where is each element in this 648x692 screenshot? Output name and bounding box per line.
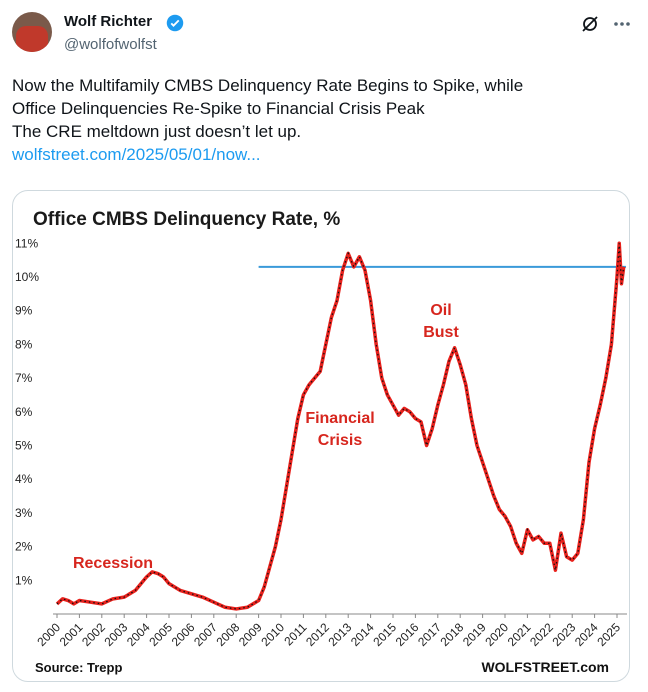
x-tick-label: 2000 xyxy=(34,620,63,649)
chart-title: Office CMBS Delinquency Rate, % xyxy=(33,209,340,230)
verified-badge xyxy=(166,14,184,32)
media-card[interactable]: Office CMBS Delinquency Rate, % 1% 2% 3% 4% 5… xyxy=(12,190,630,682)
y-tick-label: 7% xyxy=(15,371,33,385)
x-tick-label: 2004 xyxy=(124,620,153,649)
x-tick-label: 2021 xyxy=(505,620,534,649)
text-line: Office Delinquencies Re-Spike to Financi… xyxy=(12,99,425,118)
x-tick-label: 2016 xyxy=(393,620,422,649)
y-tick-label: 10% xyxy=(15,270,39,284)
x-tick-label: 2018 xyxy=(438,620,467,649)
x-tick-label: 2022 xyxy=(527,620,556,649)
annotation: Financial xyxy=(305,410,374,427)
x-tick-label: 2005 xyxy=(146,620,175,649)
annotation: Recession xyxy=(73,555,153,572)
author-name[interactable]: Wolf Richter xyxy=(64,13,153,30)
y-tick-label: 2% xyxy=(15,540,33,554)
text-line: The CRE meltdown just doesn’t let up. xyxy=(12,122,302,141)
x-tick-label: 2019 xyxy=(460,620,489,649)
x-tick-label: 2007 xyxy=(191,620,220,649)
y-tick-label: 3% xyxy=(15,506,33,520)
y-tick-label: 5% xyxy=(15,439,33,453)
y-tick-label: 8% xyxy=(15,337,33,351)
x-tick-label: 2006 xyxy=(169,620,198,649)
x-tick-label: 2023 xyxy=(550,620,579,649)
source: Source: Trepp xyxy=(35,660,122,675)
y-tick-label: 9% xyxy=(15,304,33,318)
avatar[interactable] xyxy=(12,12,52,52)
x-tick-label: 2015 xyxy=(370,620,399,649)
link[interactable]: wolfstreet.com/2025/05/01/now... xyxy=(12,145,261,164)
x-tick-label: 2008 xyxy=(214,620,243,649)
brand: WOLFSTREET.com xyxy=(481,659,609,675)
x-tick-label: 2003 xyxy=(102,620,131,649)
y-tick-label: 1% xyxy=(15,573,33,587)
x-tick-label: 2002 xyxy=(79,620,108,649)
x-tick-label: 2025 xyxy=(594,620,623,649)
annotation: Oil xyxy=(430,302,451,319)
x-tick-label: 2013 xyxy=(326,620,355,649)
text-line: Now the Multifamily CMBS Delinquency Rat… xyxy=(12,76,524,95)
chart: Office CMBS Delinquency Rate, % 1% 2% 3% 4% 5… xyxy=(15,209,629,675)
x-tick-label: 2017 xyxy=(415,620,444,649)
author-handle[interactable]: @wolfofwolfst xyxy=(64,36,157,53)
annotation: Crisis xyxy=(318,432,363,449)
x-tick-label: 2011 xyxy=(281,620,309,648)
x-tick-label: 2014 xyxy=(348,620,377,649)
x-tick-label: 2012 xyxy=(303,620,332,649)
grok-icon[interactable] xyxy=(580,14,600,34)
annotation: Bust xyxy=(423,324,459,341)
tweet-text: Now the Multifamily CMBS Delinquency Rat… xyxy=(12,74,523,166)
y-tick-label: 6% xyxy=(15,405,33,419)
data-line xyxy=(55,241,626,611)
x-tick-label: 2020 xyxy=(482,620,511,649)
x-tick-label: 2024 xyxy=(572,620,601,649)
x-tick-label: 2001 xyxy=(57,620,86,649)
x-tick-label: 2009 xyxy=(236,620,265,649)
more-icon[interactable] xyxy=(612,14,632,34)
y-tick-label: 11% xyxy=(15,236,38,250)
x-tick-label: 2010 xyxy=(258,620,287,649)
y-tick-label: 4% xyxy=(15,472,33,486)
